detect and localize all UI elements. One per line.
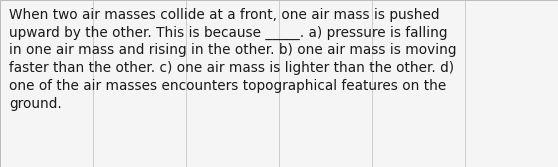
Text: When two air masses collide at a front, one air mass is pushed
upward by the oth: When two air masses collide at a front, … [9, 8, 456, 111]
